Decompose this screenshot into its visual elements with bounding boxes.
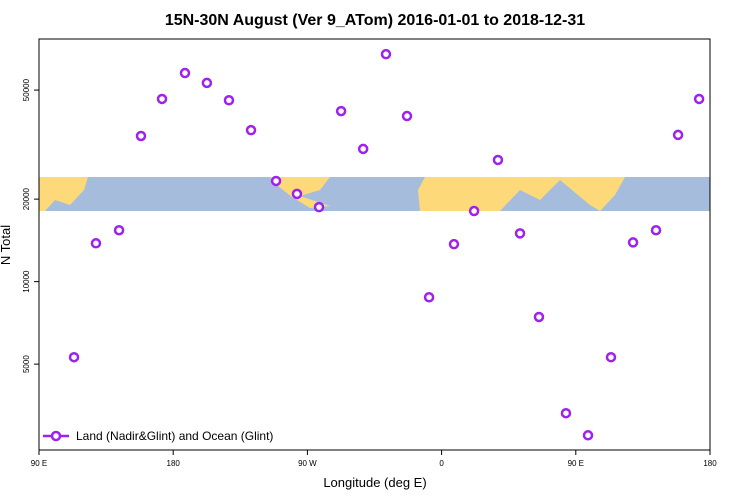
legend-marker: [50, 430, 62, 442]
point: [270, 175, 282, 187]
x-tick-label: 90 E: [568, 459, 584, 468]
y-axis-label: N Total: [0, 225, 13, 265]
point: [223, 95, 235, 106]
point: [605, 351, 617, 363]
point: [201, 77, 213, 89]
point: [672, 129, 684, 141]
point: [582, 430, 594, 441]
point: [357, 143, 369, 155]
map-band: [39, 177, 710, 211]
plot-frame: [38, 38, 711, 451]
chart-title: 15N-30N August (Ver 9_ATom) 2016-01-01 t…: [165, 12, 585, 29]
y-tick-label: 20000: [22, 187, 31, 210]
point: [245, 124, 257, 136]
point: [560, 407, 572, 419]
point: [627, 237, 639, 248]
point: [156, 93, 168, 105]
point: [448, 238, 460, 250]
point: [68, 351, 80, 363]
point: [693, 93, 705, 105]
point: [401, 110, 413, 122]
point: [423, 291, 435, 303]
y-tick-label: 50000: [22, 78, 31, 101]
point: [380, 48, 392, 60]
x-tick-label: 0: [439, 459, 444, 468]
point: [313, 201, 325, 213]
point: [135, 130, 147, 142]
point: [113, 224, 125, 236]
legend-label: Land (Nadir&Glint) and Ocean (Glint): [76, 429, 273, 443]
x-tick-label: 90 E: [31, 459, 47, 468]
x-tick-label: 180: [167, 459, 181, 468]
point: [90, 238, 102, 249]
point: [533, 311, 545, 323]
y-tick-label: 10000: [22, 270, 31, 293]
point: [514, 228, 526, 239]
point: [291, 188, 303, 200]
x-tick-label: 180: [703, 459, 717, 468]
point: [492, 154, 504, 166]
x-tick-label: 90 W: [298, 459, 317, 468]
point: [650, 224, 662, 236]
point: [179, 67, 191, 79]
point: [335, 105, 347, 117]
x-axis-label: Longitude (deg E): [323, 475, 426, 490]
y-tick-label: 5000: [22, 355, 31, 373]
point: [468, 205, 480, 217]
